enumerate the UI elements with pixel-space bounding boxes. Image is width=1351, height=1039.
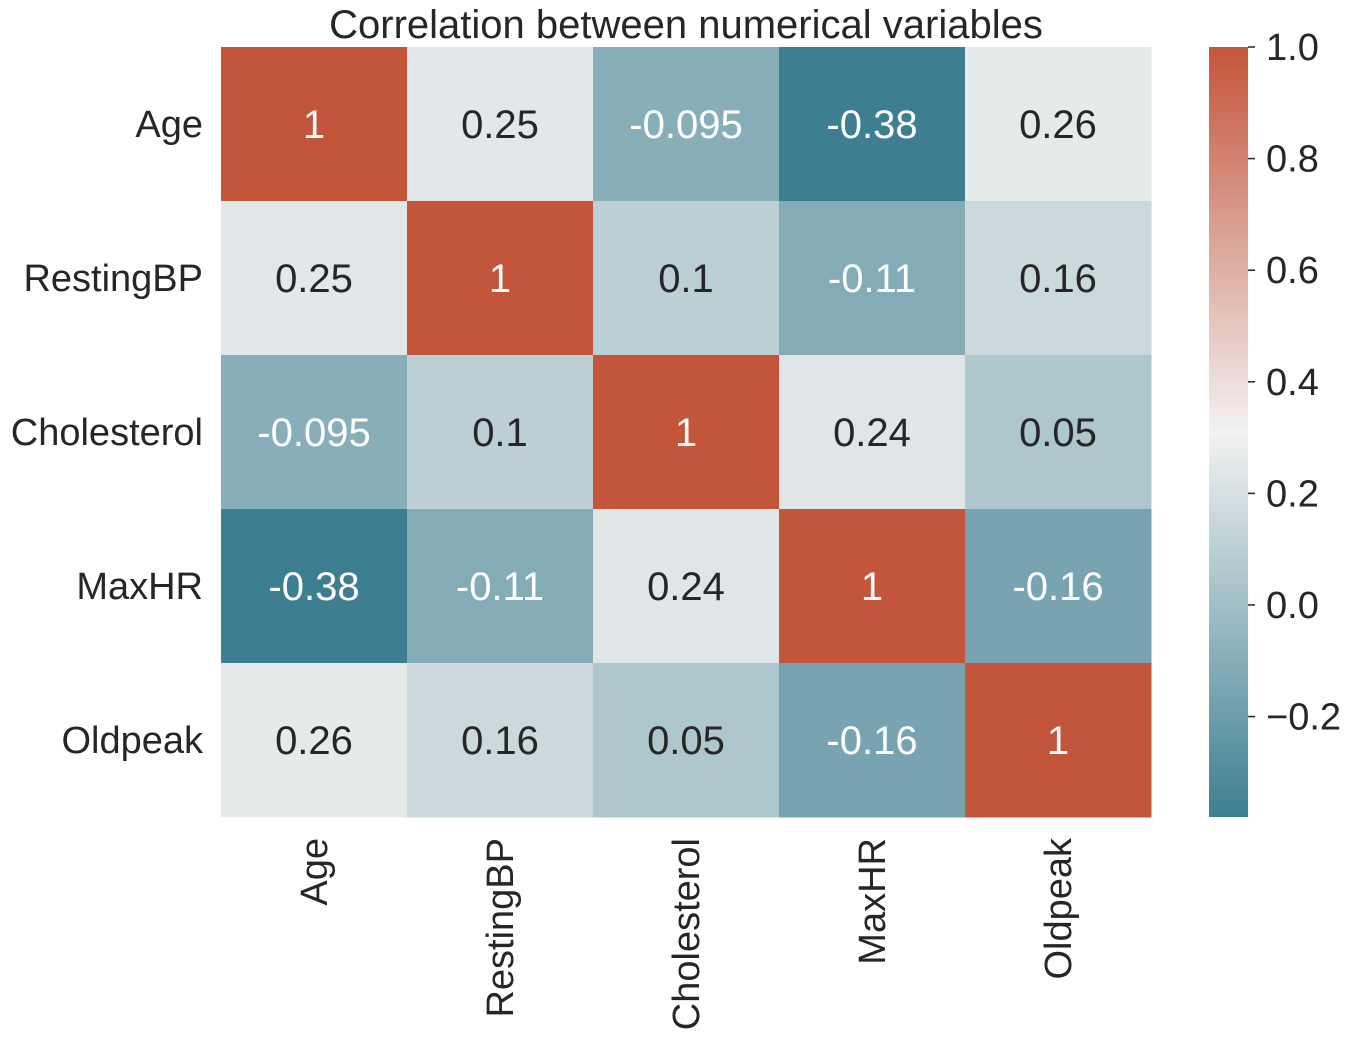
cell-annotation: 0.24 [647, 565, 725, 609]
heatmap-cell [593, 509, 780, 664]
x-axis-tick-labels: Age RestingBP Cholesterol MaxHR Oldpeak [294, 837, 1080, 1030]
y-tick-label: RestingBP [23, 258, 203, 300]
y-tick-label: Cholesterol [11, 412, 203, 454]
cell-annotation: 1 [861, 565, 883, 609]
heatmap-cell [407, 201, 594, 356]
heatmap-cell [593, 201, 780, 356]
heatmap-cell [965, 47, 1152, 202]
heatmap-cells: 1 0.25 -0.095 -0.38 0.26 0.25 1 0.1 -0.11 0.16 -0.… [221, 47, 1152, 818]
heatmap-cell [593, 663, 780, 818]
cell-annotation: 0.25 [461, 103, 539, 147]
heatmap-cell [221, 663, 408, 818]
heatmap-cell [407, 47, 594, 202]
cell-annotation: -0.38 [268, 565, 359, 609]
heatmap-cell [965, 355, 1152, 510]
heatmap-cell [965, 663, 1152, 818]
heatmap-cell [221, 201, 408, 356]
cell-annotation: 1 [1047, 719, 1069, 763]
x-tick-label: Oldpeak [1038, 837, 1080, 980]
cell-annotation: 0.26 [1019, 103, 1097, 147]
colorbar-tick-label: 0.8 [1266, 139, 1319, 181]
heatmap-cell [407, 509, 594, 664]
cell-annotation: 0.25 [275, 257, 353, 301]
heatmap-cell [593, 355, 780, 510]
cell-annotation: -0.095 [257, 411, 370, 455]
colorbar-gradient [1209, 47, 1248, 817]
cell-annotation: 0.24 [833, 411, 911, 455]
cell-annotation: -0.11 [828, 257, 916, 301]
y-tick-label: MaxHR [76, 566, 203, 608]
heatmap-cell [779, 201, 966, 356]
colorbar-tick-label: 0.4 [1266, 362, 1319, 404]
heatmap-cell [593, 47, 780, 202]
colorbar: 1.0 0.8 0.6 0.4 0.2 0.0 −0.2 [1209, 27, 1341, 817]
heatmap-cell [779, 663, 966, 818]
cell-annotation: 1 [675, 411, 697, 455]
heatmap-cell [407, 355, 594, 510]
chart-title: Correlation between numerical variables [329, 3, 1043, 47]
cell-annotation: -0.095 [629, 103, 742, 147]
cell-annotation: 0.16 [1019, 257, 1097, 301]
heatmap-cell [779, 355, 966, 510]
cell-annotation: 0.05 [1019, 411, 1097, 455]
x-tick-label: MaxHR [852, 838, 894, 965]
heatmap-cell [779, 47, 966, 202]
heatmap-cell [221, 355, 408, 510]
x-tick-label: Cholesterol [666, 838, 708, 1030]
colorbar-tick-label: 1.0 [1266, 27, 1319, 69]
cell-annotation: 0.1 [658, 257, 714, 301]
cell-annotation: 0.26 [275, 719, 353, 763]
x-tick-label: Age [294, 838, 336, 906]
y-axis-tick-labels: Age RestingBP Cholesterol MaxHR Oldpeak [11, 104, 204, 762]
cell-annotation: -0.16 [1012, 565, 1103, 609]
heatmap-cell [221, 47, 408, 202]
cell-annotation: 1 [303, 103, 325, 147]
cell-annotation: -0.16 [826, 719, 917, 763]
heatmap-cell [965, 509, 1152, 664]
x-tick-label: RestingBP [480, 838, 522, 1018]
y-tick-label: Age [135, 104, 203, 146]
heatmap-cell [779, 509, 966, 664]
cell-annotation: 1 [489, 257, 511, 301]
cell-annotation: 0.05 [647, 719, 725, 763]
y-tick-label: Oldpeak [61, 720, 204, 762]
heatmap-cell [221, 509, 408, 664]
colorbar-tick-label: 0.6 [1266, 250, 1319, 292]
heatmap-cell [965, 201, 1152, 356]
colorbar-tick-label: 0.2 [1266, 473, 1319, 515]
cell-annotation: 0.16 [461, 719, 539, 763]
colorbar-tick-label: −0.2 [1266, 697, 1341, 739]
cell-annotation: 0.1 [472, 411, 528, 455]
cell-annotation: -0.11 [456, 565, 544, 609]
heatmap-cell [407, 663, 594, 818]
cell-annotation: -0.38 [826, 103, 917, 147]
colorbar-tick-label: 0.0 [1266, 585, 1319, 627]
